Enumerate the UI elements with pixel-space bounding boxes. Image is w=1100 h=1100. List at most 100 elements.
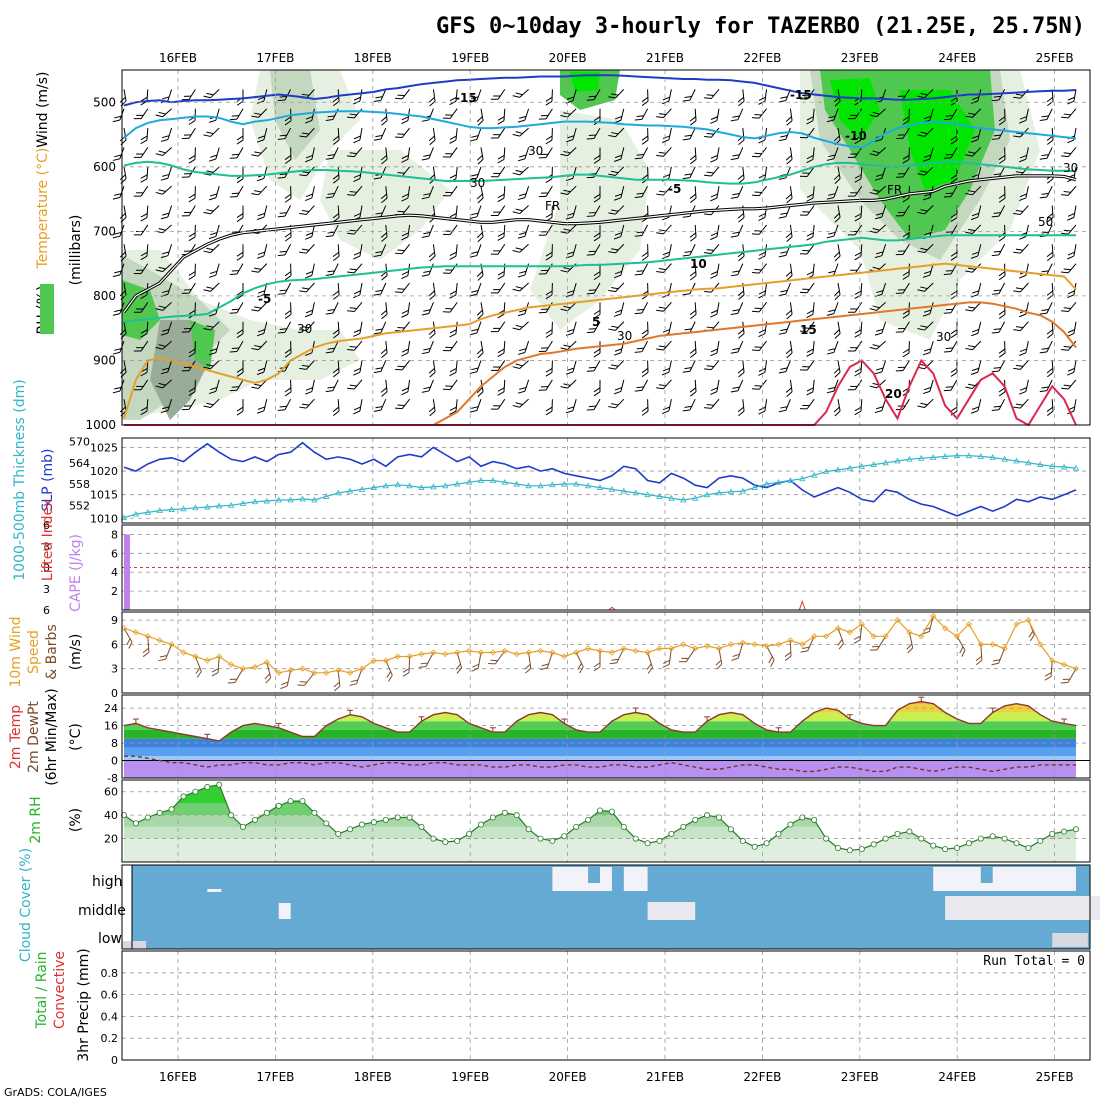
- slp-tick-label: 1015: [90, 489, 118, 502]
- upper-wind-barb: [284, 147, 292, 165]
- barb-feather: [140, 329, 148, 334]
- barb-shaft: [764, 360, 768, 373]
- barb-feather: [658, 113, 667, 116]
- rh-point: [370, 819, 377, 826]
- upper-wind-barb: [332, 166, 340, 184]
- barb-shaft: [567, 224, 577, 234]
- upper-wind-barb: [538, 185, 553, 198]
- barb-feather: [611, 170, 619, 174]
- barb-feather: [208, 119, 217, 123]
- barb-feather: [512, 404, 520, 408]
- barb-feather: [469, 371, 478, 374]
- barb-feather: [332, 329, 340, 335]
- upper-wind-barb: [710, 147, 720, 163]
- credit-text: GrADS: COLA/IGES: [4, 1086, 107, 1099]
- barb-feather: [497, 232, 505, 237]
- rh-point: [251, 816, 258, 823]
- barb-feather: [349, 268, 357, 271]
- upper-wind-barb: [208, 263, 220, 278]
- barb-feather: [560, 153, 568, 157]
- barb-feather: [284, 197, 292, 203]
- barb-shaft: [432, 128, 436, 141]
- rh-point: [132, 820, 139, 827]
- barb-feather: [188, 309, 196, 315]
- barb-feather: [656, 232, 664, 235]
- barb-shaft: [449, 340, 458, 352]
- barb-feather: [512, 133, 520, 137]
- barb-feather: [738, 217, 745, 223]
- barb-feather: [401, 275, 409, 280]
- barb-shaft: [620, 379, 625, 392]
- barb-feather: [560, 386, 568, 389]
- barb-feather: [730, 274, 739, 277]
- high-cloud-block: [623, 867, 648, 891]
- barb-feather: [158, 266, 166, 270]
- barb-feather: [231, 153, 240, 156]
- upper-wind-barb: [751, 108, 767, 119]
- barb-feather: [332, 96, 340, 103]
- upper-wind-barb: [517, 379, 530, 394]
- rh-point: [204, 784, 211, 791]
- barb-feather: [560, 115, 568, 118]
- upper-wind-barb: [586, 127, 601, 140]
- barb-feather: [754, 152, 762, 155]
- upper-wind-barb: [593, 302, 601, 319]
- upper-wind-barb: [208, 379, 220, 395]
- barb-shaft: [668, 127, 672, 140]
- barb-shaft: [480, 108, 484, 121]
- barb-shaft: [689, 244, 696, 256]
- barb-feather: [251, 115, 259, 118]
- barb-shaft: [572, 360, 577, 373]
- barb-feather: [515, 286, 523, 289]
- barb-shaft: [140, 185, 149, 197]
- barb-feather: [279, 405, 287, 408]
- upper-wind-barb: [538, 108, 553, 120]
- upper-wind-barb: [256, 399, 268, 414]
- upper-wind-barb: [394, 89, 410, 100]
- upper-wind-barb: [229, 379, 244, 392]
- barb-shaft: [758, 108, 767, 119]
- barb-feather: [206, 92, 214, 96]
- barb-shaft: [167, 166, 173, 179]
- barb-feather: [490, 176, 499, 178]
- rh-point: [418, 823, 425, 830]
- barb-feather: [229, 157, 238, 159]
- date-label-bottom: 17FEB: [256, 1070, 294, 1084]
- upper-wind-barb: [608, 243, 625, 254]
- barb-shaft: [689, 166, 696, 178]
- barb-feather: [279, 250, 287, 253]
- barb-feather: [231, 270, 240, 272]
- barb-shaft: [123, 205, 127, 218]
- barb-feather: [611, 325, 619, 328]
- barb-feather: [188, 387, 196, 393]
- contour-label: -15: [790, 88, 812, 102]
- barb-feather: [710, 197, 718, 202]
- barb-shaft: [694, 379, 697, 392]
- rh-point: [442, 839, 449, 846]
- barb-feather: [305, 391, 313, 395]
- rh-point: [644, 840, 651, 847]
- rh-point: [216, 781, 223, 788]
- barb-feather: [401, 197, 409, 202]
- barb-feather: [751, 272, 760, 274]
- barb-shaft: [764, 282, 768, 295]
- rh-point: [1013, 840, 1020, 847]
- barb-feather: [758, 251, 766, 256]
- upper-wind-barb: [277, 398, 292, 411]
- temp2m-axis-label: 2m Temp: [8, 705, 24, 769]
- upper-wind-barb: [421, 185, 434, 200]
- barb-feather: [188, 271, 196, 276]
- barb-shaft: [236, 340, 244, 352]
- barb-feather: [690, 352, 697, 358]
- barb-feather: [181, 408, 190, 411]
- barb-feather: [538, 234, 547, 236]
- temp-wind-axis-label-part: Temperature (°C): [35, 148, 51, 270]
- barb-shaft: [311, 224, 315, 237]
- upper-wind-barb: [373, 89, 387, 103]
- barb-feather: [277, 99, 286, 102]
- barb-shaft: [524, 108, 530, 121]
- rh-point: [1049, 830, 1056, 837]
- upper-wind-barb: [251, 379, 268, 389]
- barb-feather: [181, 215, 190, 217]
- barb-feather: [519, 270, 527, 274]
